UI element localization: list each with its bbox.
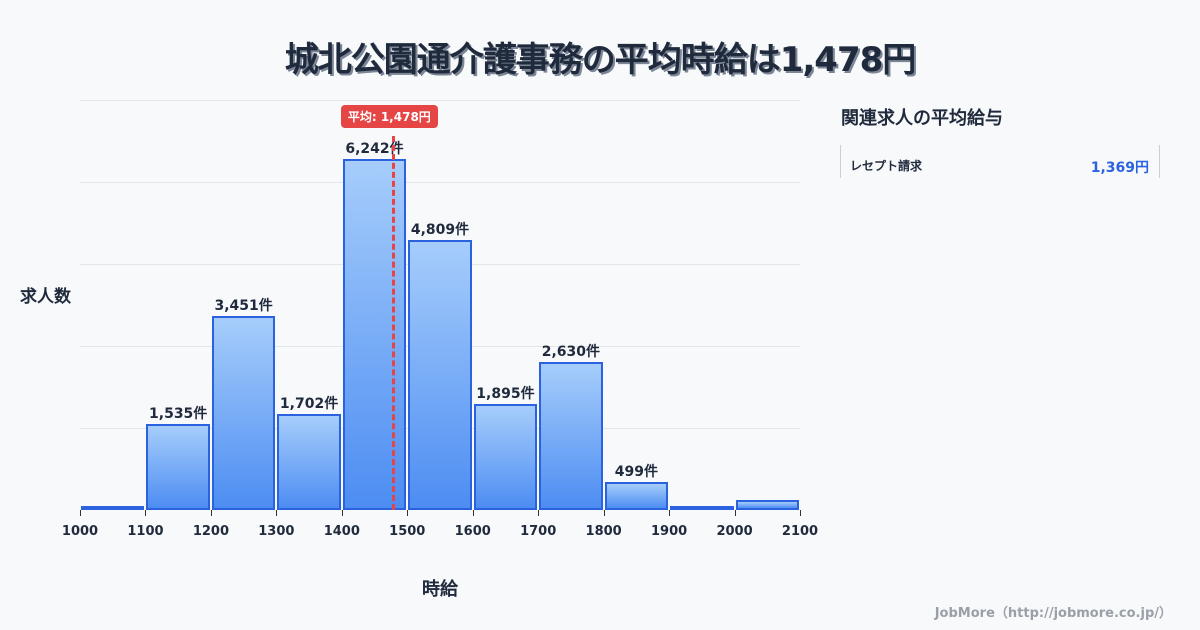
x-tick — [276, 510, 278, 516]
histogram-bar[interactable] — [670, 506, 734, 510]
x-tick-label: 1600 — [454, 524, 491, 539]
x-tick — [210, 510, 212, 516]
x-tick — [472, 510, 474, 516]
histogram-bar[interactable] — [211, 316, 276, 510]
histogram-bar[interactable] — [342, 159, 407, 510]
gridline — [80, 182, 800, 183]
bar-value-label: 3,451件 — [214, 298, 273, 315]
x-tick-label: 1300 — [258, 524, 295, 539]
mean-line — [391, 136, 395, 510]
gridline — [80, 100, 800, 101]
y-axis-label: 求人数 — [20, 287, 71, 307]
x-tick — [407, 510, 409, 516]
x-tick-label: 1700 — [520, 524, 557, 539]
x-axis-label: 時給 — [422, 579, 458, 600]
bar-value-label: 4,809件 — [410, 221, 470, 238]
histogram-bar[interactable] — [539, 362, 603, 510]
related-jobs-title: 関連求人の平均給与 — [841, 108, 1003, 129]
x-tick-label: 1200 — [192, 524, 229, 539]
histogram-bar[interactable] — [146, 423, 210, 510]
x-tick — [145, 510, 147, 516]
bar-value-label: 1,702件 — [279, 396, 339, 413]
x-tick-label: 1900 — [650, 524, 688, 539]
chart-title: 城北公園通介護事務の平均時給は1,478円 — [284, 40, 917, 80]
bar-value-label: 1,895件 — [476, 385, 535, 402]
footer-credit: JobMore（http://jobmore.co.jp/） — [934, 606, 1172, 621]
histogram-bar[interactable] — [604, 481, 669, 510]
x-tick — [800, 510, 801, 516]
x-tick-label: 2100 — [781, 524, 819, 539]
x-tick-label: 1800 — [585, 524, 622, 539]
bar-value-label: 6,242件 — [345, 141, 404, 158]
related-job-name: レセプト請求 — [850, 159, 923, 173]
x-tick — [669, 510, 671, 516]
x-tick — [538, 510, 540, 516]
bar-value-label: 499件 — [614, 463, 658, 480]
mean-badge: 平均: 1,478円 — [340, 105, 438, 128]
x-tick-label: 2000 — [716, 524, 753, 539]
x-tick-label: 1000 — [61, 524, 99, 539]
bar-value-label: 1,535件 — [149, 405, 208, 422]
x-tick-label: 1400 — [323, 524, 360, 539]
x-tick-label: 1500 — [389, 524, 426, 539]
histogram-bar[interactable] — [408, 239, 472, 510]
related-job-item[interactable]: レセプト請求 1,369円 — [840, 145, 1160, 178]
histogram-bar[interactable] — [735, 499, 799, 510]
histogram-bar[interactable] — [277, 414, 341, 510]
histogram-plot: 1,535件 3,451件 1,702件 6,242件 4,809件 1,895件 2,63… — [80, 100, 800, 510]
related-job-salary: 1,369円 — [1090, 160, 1149, 176]
histogram-bar[interactable] — [81, 506, 145, 510]
x-tick — [603, 510, 605, 516]
x-tick — [734, 510, 736, 516]
histogram-bar[interactable] — [473, 403, 538, 510]
x-tick — [341, 510, 343, 516]
bar-value-label: 2,630件 — [541, 344, 601, 361]
x-tick-label: 1100 — [127, 524, 164, 539]
x-tick — [80, 510, 81, 516]
